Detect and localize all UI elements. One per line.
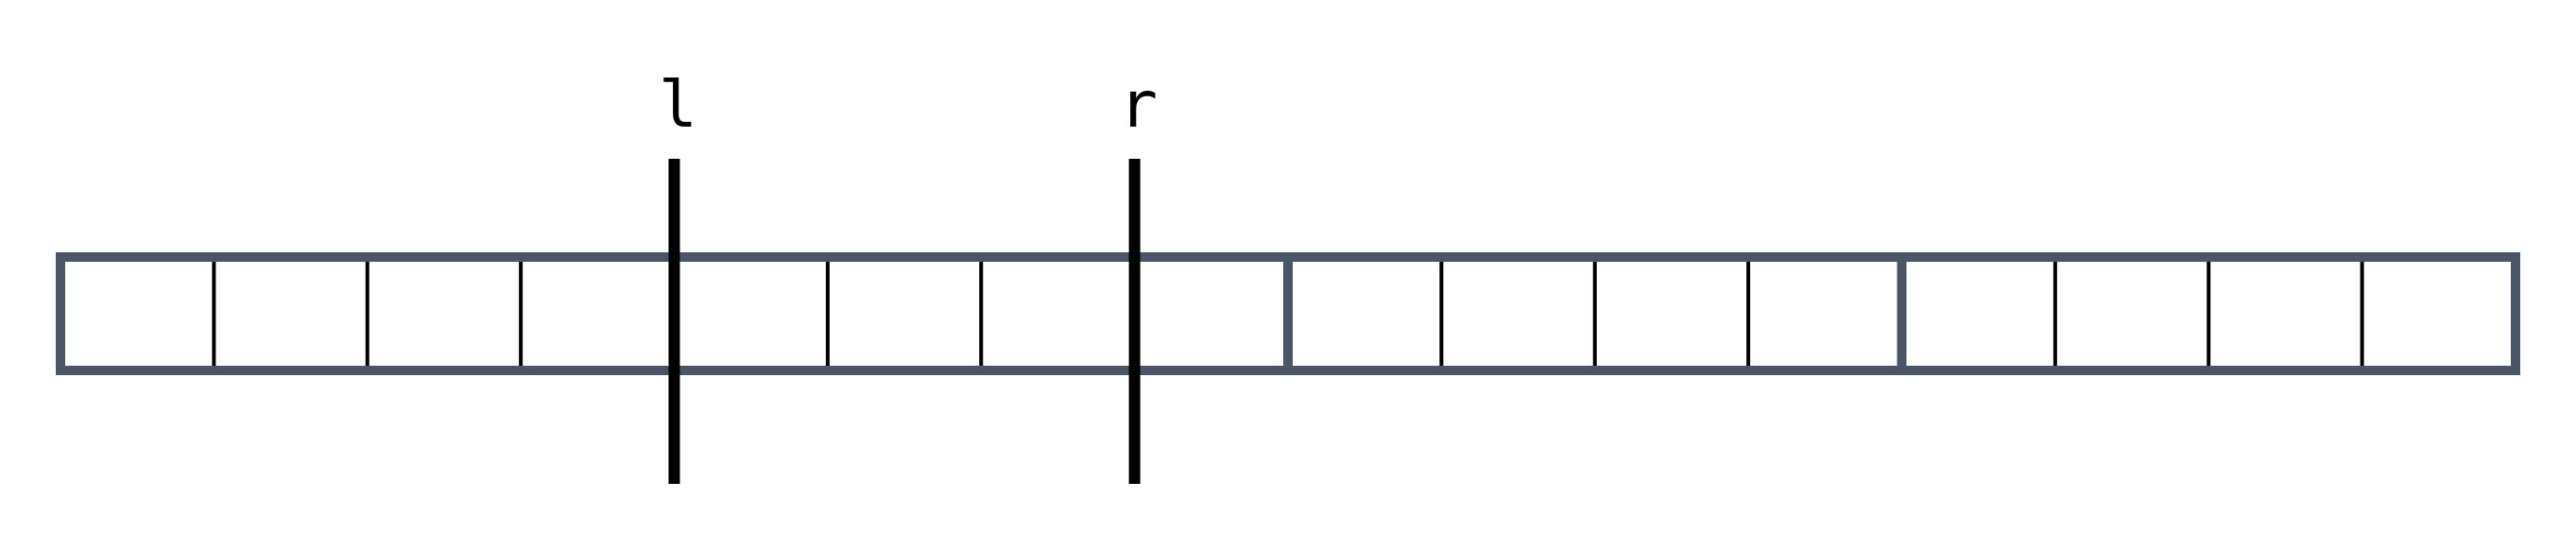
array-cell-10 [1441, 257, 1595, 370]
array-cell-4 [521, 257, 675, 370]
pointer-r: r [1119, 68, 1158, 484]
array-cell-11 [1594, 257, 1749, 370]
array-cell-2 [214, 257, 368, 370]
pointer-l-label: l [659, 68, 697, 143]
array-cell-9 [1288, 257, 1442, 370]
array-cell-8 [1134, 257, 1288, 370]
array-cell-12 [1748, 257, 1902, 370]
array-cell-13 [1901, 257, 2055, 370]
array-cell-15 [2208, 257, 2362, 370]
array-cells [60, 257, 2516, 370]
pointer-r-label: r [1119, 68, 1158, 143]
array-cell-7 [981, 257, 1135, 370]
array-cell-14 [2054, 257, 2209, 370]
array-outer-border [56, 252, 2520, 375]
array-cell-5 [674, 257, 828, 370]
array-cell-1 [60, 257, 215, 370]
array-cell-6 [827, 257, 982, 370]
pointer-l: l [659, 68, 697, 484]
array-cell-16 [2361, 257, 2516, 370]
cell-dividers [212, 257, 2364, 370]
array-cell-3 [367, 257, 522, 370]
